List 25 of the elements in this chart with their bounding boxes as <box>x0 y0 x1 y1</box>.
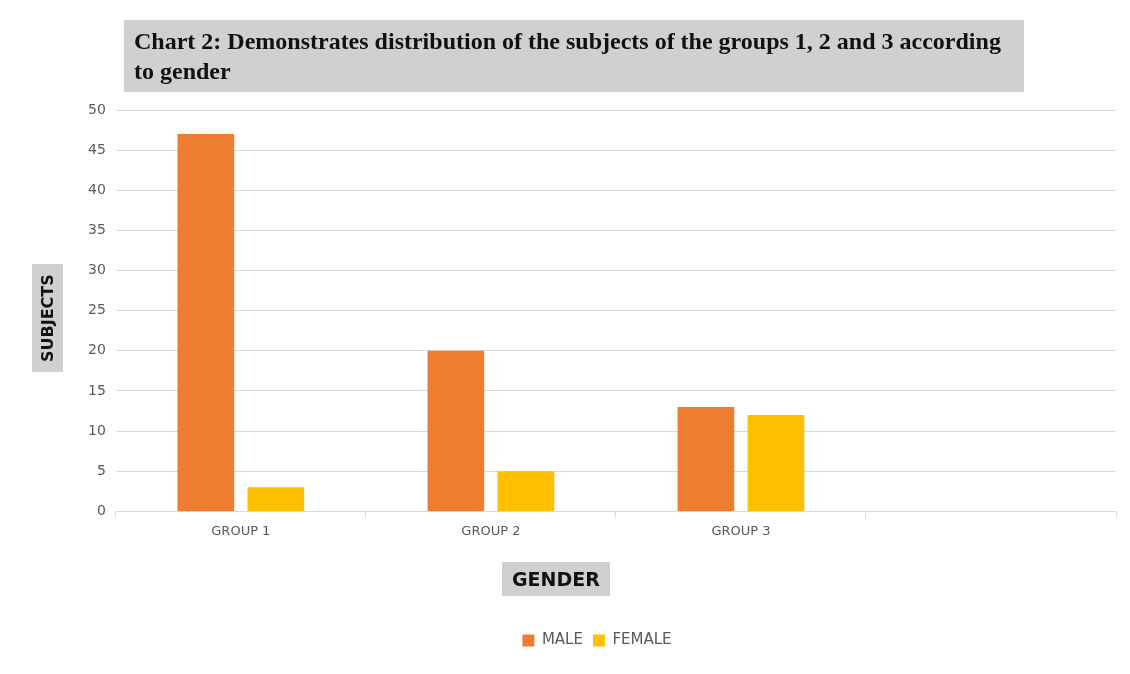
bar <box>247 487 305 511</box>
y-tick-label: 50 <box>87 100 106 117</box>
y-tick-label: 5 <box>96 461 106 478</box>
y-tick-label: 40 <box>87 180 106 197</box>
x-tick-label: GROUP 3 <box>711 522 771 538</box>
legend-label: MALE <box>541 630 583 649</box>
y-tick-label: 10 <box>87 421 106 438</box>
legend-label: FEMALE <box>612 630 672 649</box>
y-tick-label: 20 <box>87 341 106 358</box>
bar <box>497 471 555 511</box>
bar <box>677 407 735 511</box>
y-tick-label: 15 <box>87 381 106 398</box>
x-axis-title: GENDER <box>502 562 610 596</box>
y-tick-label: 30 <box>87 261 106 278</box>
x-tick-label: GROUP 2 <box>461 522 521 538</box>
chart-title: Chart 2: Demonstrates distribution of the subjects of the groups 1, 2 and 3 according to gender <box>124 20 1024 92</box>
y-axis-title: SUBJECTS <box>32 264 63 372</box>
bar <box>747 415 805 511</box>
y-tick-label: 35 <box>87 221 106 238</box>
y-tick-label: 25 <box>87 301 106 318</box>
y-tick-label: 45 <box>87 140 106 157</box>
x-tick-label: GROUP 1 <box>211 522 271 538</box>
bar <box>427 350 485 511</box>
bar <box>177 134 235 511</box>
y-tick-label: 0 <box>96 502 106 519</box>
